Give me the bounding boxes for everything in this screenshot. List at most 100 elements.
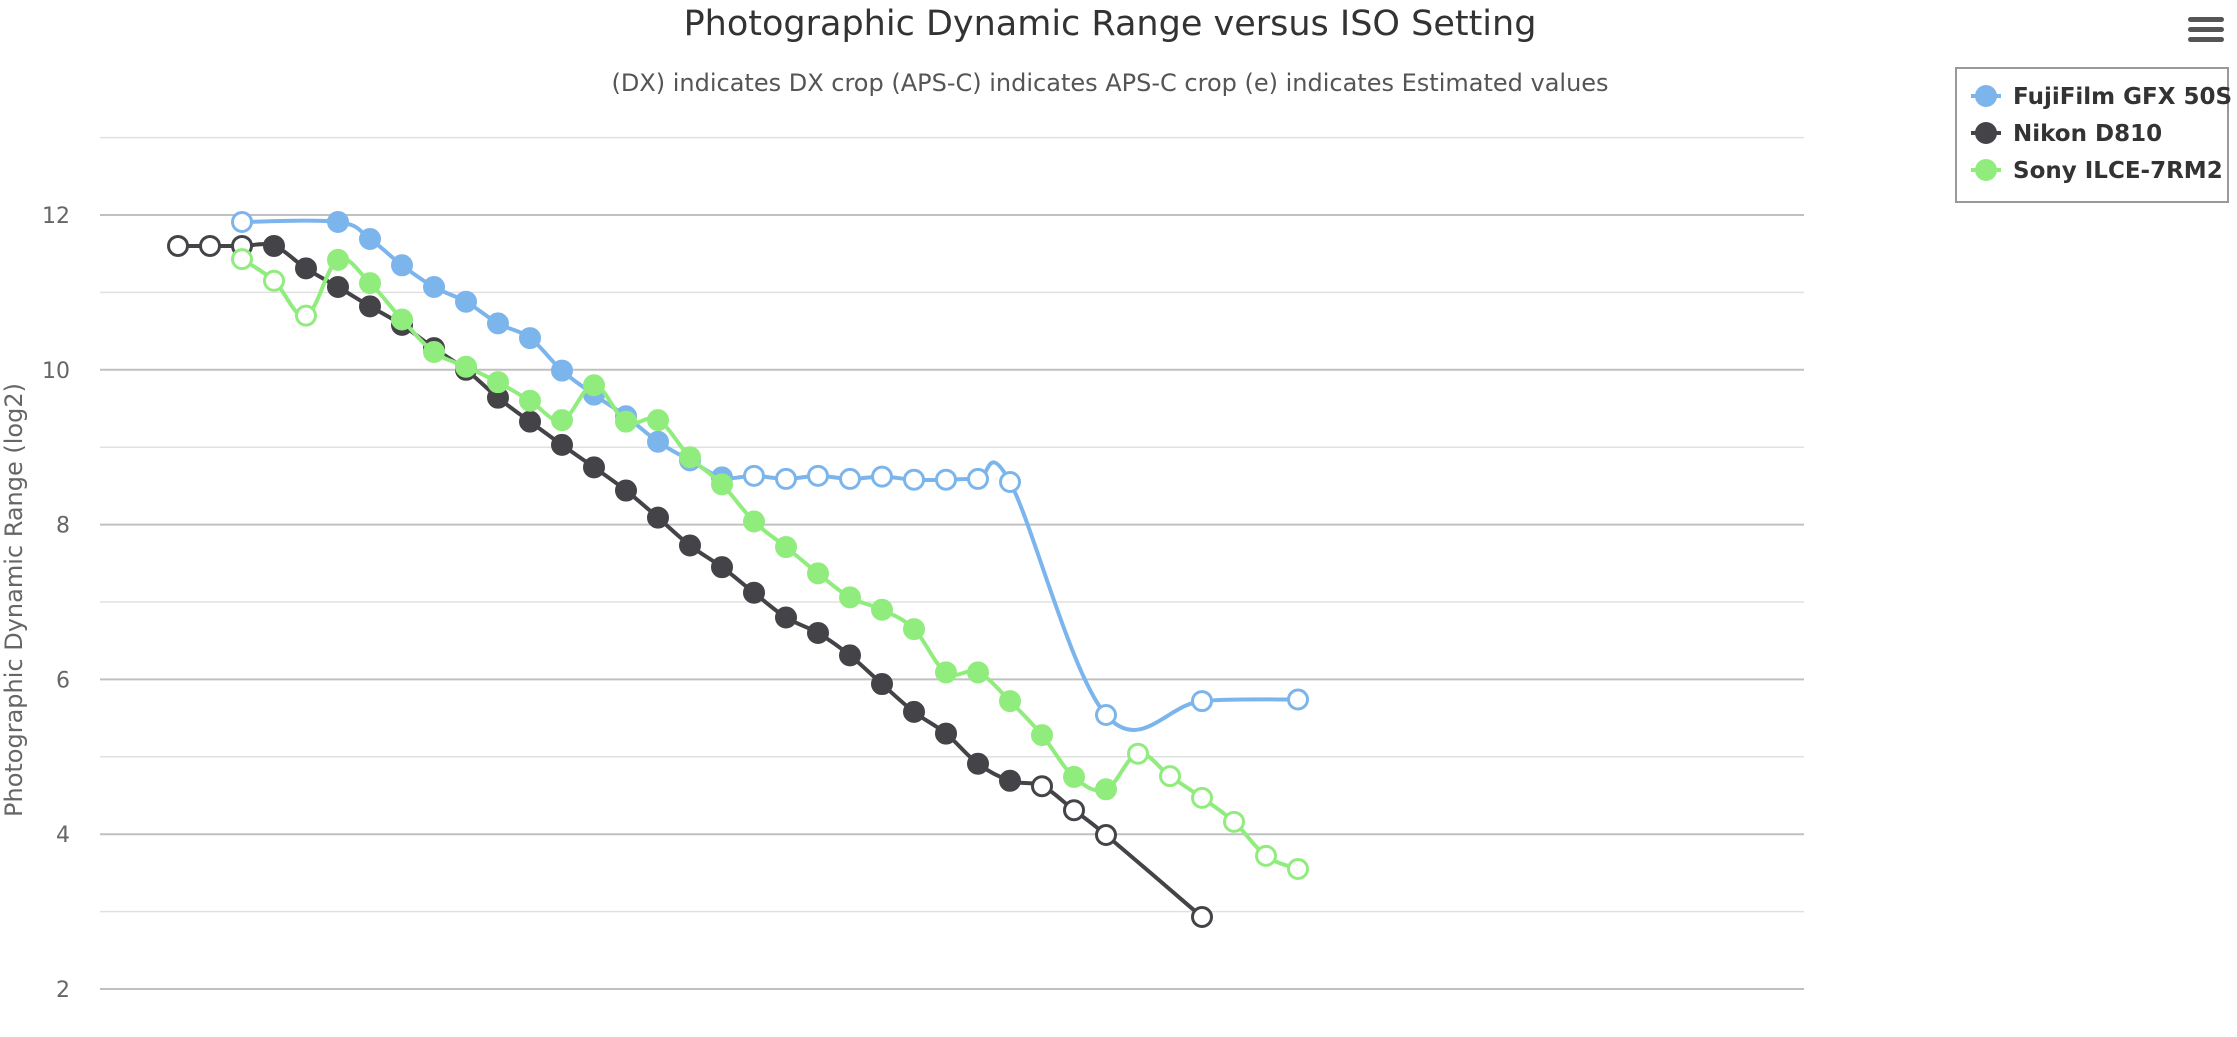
data-point[interactable] (583, 374, 605, 397)
data-point[interactable] (1063, 765, 1085, 788)
data-point[interactable] (999, 471, 1021, 494)
data-point[interactable] (839, 644, 861, 667)
data-point[interactable] (1063, 799, 1085, 822)
data-point[interactable] (359, 272, 381, 295)
series-line (240, 256, 1299, 871)
hamburger-menu-icon[interactable] (2188, 12, 2224, 46)
data-point[interactable] (647, 430, 669, 453)
data-point[interactable] (519, 389, 541, 412)
data-point[interactable] (423, 340, 445, 363)
data-point[interactable] (263, 234, 285, 257)
data-point[interactable] (423, 275, 445, 298)
chart-title: Photographic Dynamic Range versus ISO Se… (684, 4, 1537, 44)
data-point[interactable] (1287, 688, 1309, 711)
data-point[interactable] (775, 606, 797, 629)
data-point[interactable] (391, 254, 413, 277)
series-sony-ilce-7rm2 (231, 248, 1309, 881)
y-tick-label: 10 (42, 359, 70, 384)
data-point[interactable] (935, 468, 957, 491)
data-point[interactable] (775, 536, 797, 559)
data-point[interactable] (167, 234, 189, 257)
data-point[interactable] (807, 562, 829, 585)
legend: FujiFilm GFX 50S Nikon D810 Sony ILCE-7RM2 (1955, 67, 2232, 203)
data-point[interactable] (1223, 810, 1245, 833)
data-point[interactable] (775, 467, 797, 490)
data-point[interactable] (967, 752, 989, 775)
data-point[interactable] (359, 227, 381, 250)
data-point[interactable] (1095, 778, 1117, 801)
data-point[interactable] (1159, 765, 1181, 788)
data-point[interactable] (999, 690, 1021, 713)
data-point[interactable] (455, 290, 477, 313)
legend-item[interactable]: Sony ILCE-7RM2 (1971, 158, 2223, 184)
data-point[interactable] (967, 661, 989, 684)
legend-item[interactable]: Nikon D810 (1971, 121, 2162, 147)
data-point[interactable] (391, 308, 413, 331)
data-point[interactable] (743, 510, 765, 533)
data-point[interactable] (327, 248, 349, 271)
data-point[interactable] (231, 248, 253, 271)
data-point[interactable] (615, 410, 637, 433)
legend-item[interactable]: FujiFilm GFX 50S (1971, 84, 2232, 110)
data-point[interactable] (327, 275, 349, 298)
data-point[interactable] (295, 304, 317, 327)
data-point[interactable] (935, 722, 957, 745)
data-point[interactable] (871, 465, 893, 488)
data-point[interactable] (839, 467, 861, 490)
legend-marker (1975, 85, 1997, 107)
data-point[interactable] (519, 410, 541, 433)
data-point[interactable] (1191, 690, 1213, 713)
data-point[interactable] (935, 661, 957, 684)
data-point[interactable] (1255, 844, 1277, 867)
data-point[interactable] (551, 433, 573, 456)
data-point[interactable] (1095, 823, 1117, 846)
data-point[interactable] (679, 534, 701, 557)
data-point[interactable] (743, 464, 765, 487)
data-point[interactable] (999, 769, 1021, 792)
data-point[interactable] (903, 700, 925, 723)
data-point[interactable] (679, 446, 701, 469)
data-point[interactable] (647, 409, 669, 432)
data-point[interactable] (551, 409, 573, 432)
data-point[interactable] (487, 312, 509, 335)
data-point[interactable] (807, 464, 829, 487)
data-point[interactable] (199, 234, 221, 257)
data-point[interactable] (903, 618, 925, 641)
series-line (241, 218, 1299, 732)
data-point[interactable] (647, 506, 669, 529)
legend-label: FujiFilm GFX 50S (2013, 84, 2232, 110)
data-point[interactable] (519, 327, 541, 350)
data-point[interactable] (263, 269, 285, 292)
legend-label: Sony ILCE-7RM2 (2013, 158, 2223, 184)
data-point[interactable] (231, 210, 253, 233)
legend-marker (1975, 122, 1997, 144)
data-point[interactable] (359, 295, 381, 318)
data-point[interactable] (455, 355, 477, 378)
data-point[interactable] (903, 468, 925, 491)
data-point[interactable] (1127, 742, 1149, 765)
data-point[interactable] (295, 257, 317, 280)
data-point[interactable] (711, 473, 733, 496)
data-point[interactable] (1287, 858, 1309, 881)
data-point[interactable] (1031, 724, 1053, 747)
data-point[interactable] (1031, 775, 1053, 798)
data-point[interactable] (1191, 786, 1213, 809)
data-point[interactable] (743, 581, 765, 604)
data-point[interactable] (871, 673, 893, 696)
y-tick-label: 2 (56, 978, 70, 1003)
data-point[interactable] (711, 556, 733, 579)
data-point[interactable] (807, 621, 829, 644)
data-point[interactable] (1095, 704, 1117, 727)
data-point[interactable] (551, 359, 573, 382)
legend-marker (1975, 159, 1997, 181)
series-layer (167, 210, 1309, 929)
data-point[interactable] (967, 467, 989, 490)
data-point[interactable] (615, 479, 637, 502)
data-point[interactable] (487, 371, 509, 394)
data-point[interactable] (839, 586, 861, 609)
data-point[interactable] (583, 456, 605, 479)
y-tick-label: 4 (56, 823, 70, 848)
data-point[interactable] (1191, 906, 1213, 929)
data-point[interactable] (327, 210, 349, 233)
data-point[interactable] (871, 598, 893, 621)
